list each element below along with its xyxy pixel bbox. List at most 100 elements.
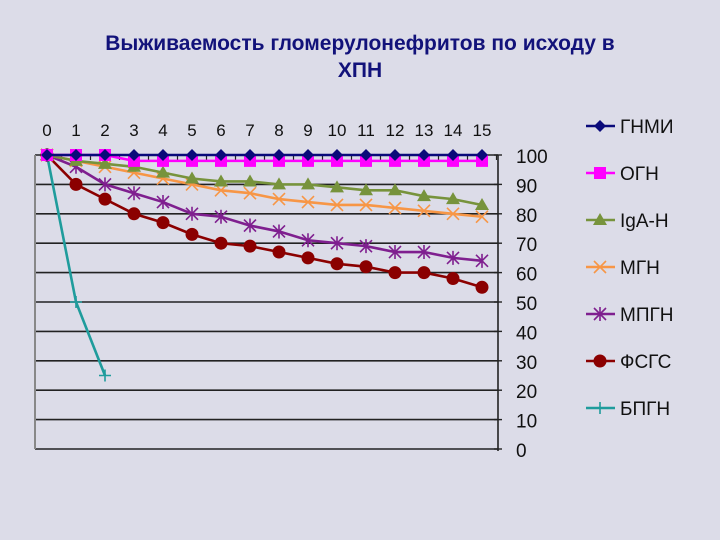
circle-marker <box>593 354 607 368</box>
circle-marker <box>127 207 141 221</box>
legend-label: ФСГС <box>620 352 671 373</box>
y-tick-label: 30 <box>516 353 537 374</box>
x-marker <box>359 198 373 212</box>
star-marker <box>98 177 112 192</box>
diamond-marker <box>215 149 227 161</box>
diamond-marker <box>302 149 314 161</box>
x-marker <box>446 207 460 221</box>
triangle-marker <box>475 197 489 210</box>
triangle-marker <box>446 192 460 205</box>
x-tick-label: 3 <box>129 121 138 140</box>
x-tick-label: 5 <box>187 121 196 140</box>
x-tick-label: 12 <box>386 121 405 140</box>
series-ФСГС <box>40 148 489 294</box>
x-tick-label: 13 <box>415 121 434 140</box>
legend-label: БПГН <box>620 399 670 420</box>
plus-marker <box>70 296 82 308</box>
y-tick-label: 50 <box>516 294 537 315</box>
series-line <box>46 153 483 263</box>
diamond-marker <box>331 149 343 161</box>
x-tick-label: 1 <box>71 121 80 140</box>
x-tick-label: 15 <box>473 121 492 140</box>
triangle-marker <box>359 183 373 196</box>
x-marker <box>417 204 431 218</box>
triangle-marker <box>214 174 228 187</box>
circle-marker <box>417 266 431 280</box>
legend-label: МГН <box>620 258 660 279</box>
triangle-marker <box>388 183 402 196</box>
star-marker <box>388 245 402 260</box>
y-tick-label: 60 <box>516 265 537 286</box>
series-line <box>46 154 483 289</box>
legend-label: IgA-H <box>620 211 669 232</box>
y-tick-label: 90 <box>516 176 537 197</box>
diamond-marker <box>244 149 256 161</box>
triangle-marker <box>593 213 607 225</box>
plus-marker <box>99 369 111 382</box>
circle-marker <box>156 216 170 230</box>
circle-marker <box>475 280 489 294</box>
legend-item: ГНМИ <box>586 117 674 138</box>
star-marker <box>593 307 607 321</box>
circle-marker <box>330 257 344 271</box>
circle-marker <box>388 266 402 280</box>
legend-label: ГНМИ <box>620 117 674 138</box>
diamond-marker <box>447 149 459 161</box>
circle-marker <box>301 251 315 265</box>
triangle-marker <box>243 174 257 187</box>
series-ГНМИ <box>41 149 488 161</box>
x-tick-label: 4 <box>158 121 167 140</box>
legend-item: МГН <box>586 258 660 279</box>
axes <box>34 154 502 451</box>
diamond-marker <box>389 149 401 161</box>
circle-marker <box>359 260 373 274</box>
star-marker <box>214 209 228 224</box>
triangle-marker <box>301 177 315 190</box>
circle-marker <box>272 245 286 259</box>
legend-label: ОГН <box>620 164 659 185</box>
triangle-marker <box>98 156 112 169</box>
diamond-marker <box>157 149 169 161</box>
diamond-marker <box>99 149 111 161</box>
square-marker <box>594 167 606 179</box>
chart-title-line-1: Выживаемость гломерулонефритов по исходу… <box>105 32 615 55</box>
legend-label: МПГН <box>620 305 674 326</box>
x-tick-label: 8 <box>274 121 283 140</box>
diamond-marker <box>70 149 82 161</box>
circle-marker <box>446 271 460 285</box>
triangle-marker <box>330 180 344 193</box>
triangle-marker <box>417 189 431 202</box>
diamond-marker <box>594 120 606 132</box>
legend-item: БПГН <box>586 399 670 420</box>
chart-title: Выживаемость гломерулонефритов по исходу… <box>0 30 720 84</box>
x-tick-label: 11 <box>357 121 375 140</box>
series-line <box>47 153 482 163</box>
x-tick-label: 2 <box>100 121 109 140</box>
x-tick-label: 14 <box>444 121 463 140</box>
legend-item: ОГН <box>586 164 659 185</box>
diamond-marker <box>128 149 140 161</box>
x-tick-label: 9 <box>303 121 312 140</box>
star-marker <box>272 224 286 239</box>
x-marker <box>301 195 315 209</box>
star-marker <box>475 253 489 268</box>
circle-marker <box>243 239 257 253</box>
x-marker <box>243 186 257 200</box>
star-marker <box>359 239 373 254</box>
data-series <box>40 148 489 382</box>
star-marker <box>127 186 141 201</box>
y-tick-label: 70 <box>516 235 537 256</box>
diamond-marker <box>418 149 430 161</box>
x-axis-tick-labels: 0 1 2 3 4 5 6 7 8 9 10 11 12 13 14 15 <box>42 121 491 140</box>
circle-marker <box>98 192 112 206</box>
x-tick-label: 10 <box>328 121 347 140</box>
circle-marker <box>185 227 199 241</box>
x-marker <box>388 201 402 215</box>
y-tick-label: 100 <box>516 147 548 168</box>
star-marker <box>156 195 170 210</box>
y-tick-label: 20 <box>516 382 537 403</box>
series-line <box>46 153 483 207</box>
x-marker <box>330 198 344 212</box>
